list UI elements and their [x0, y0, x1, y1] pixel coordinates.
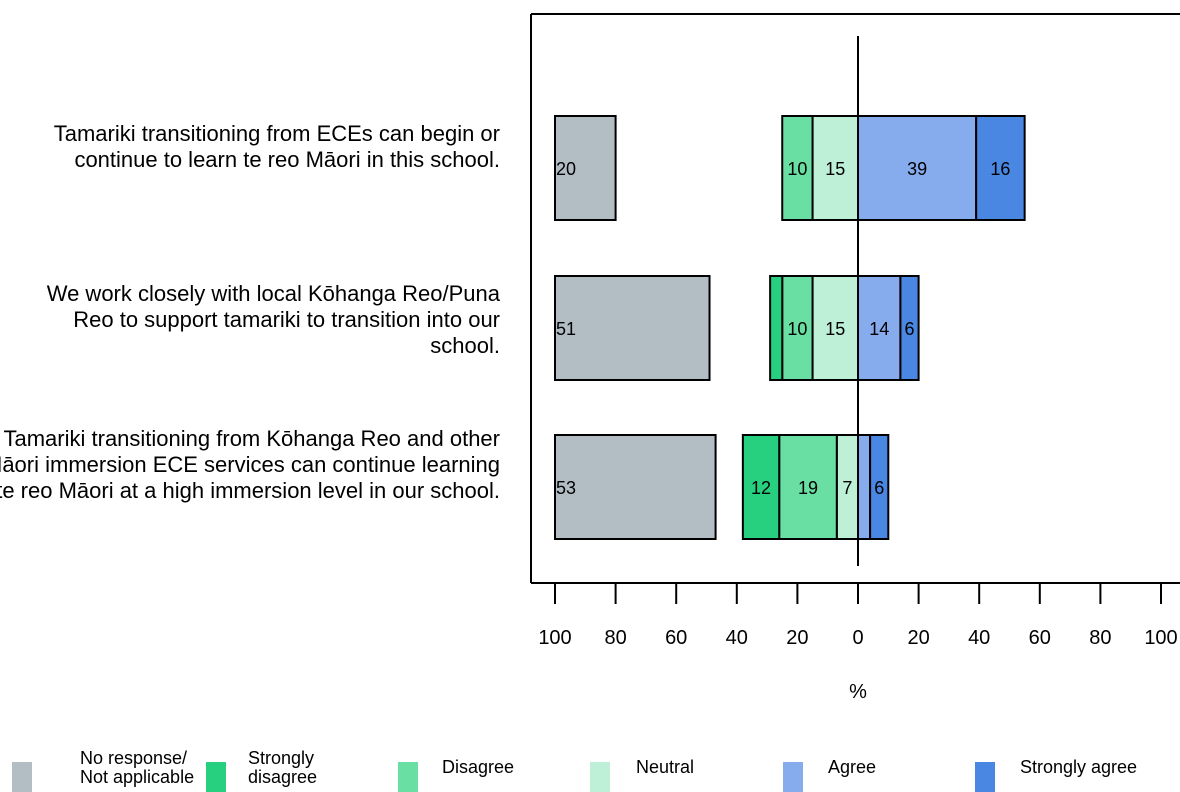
bar-label-1-series-4: 39: [907, 159, 927, 179]
bar-label-2-series-4: 14: [869, 319, 889, 339]
category-label-1: Tamariki transitioning from ECEs can beg…: [53, 121, 500, 172]
bar-2-no-response: [554, 275, 711, 381]
x-axis-label: %: [849, 681, 867, 703]
x-tick-label-0: 100: [538, 627, 571, 649]
bar-3-series-5: [869, 434, 890, 540]
bar-3-no-response: [554, 434, 717, 540]
bar-1-no-response: [554, 115, 617, 221]
bar-1-series-5: [975, 115, 1026, 221]
x-tick-label-5: 0: [852, 627, 863, 649]
x-tick-label-1: 80: [604, 627, 626, 649]
bar-label-2-series-2: 10: [787, 319, 807, 339]
x-tick-label-8: 60: [1029, 627, 1051, 649]
x-tick-label-9: 80: [1089, 627, 1111, 649]
bar-2-series-1: [769, 275, 784, 381]
bar-label-3-series-2: 19: [798, 478, 818, 498]
bar-2-series-2: [781, 275, 814, 381]
bar-1-series-2: [781, 115, 814, 221]
category-label-3: Tamariki transitioning from Kōhanga Reo …: [0, 426, 500, 503]
bar-label-3-no-response: 53: [556, 478, 576, 498]
x-tick-label-7: 40: [968, 627, 990, 649]
bar-2-series-3: [811, 275, 859, 381]
bar-1-series-3: [811, 115, 859, 221]
x-tick-label-10: 100: [1144, 627, 1177, 649]
bar-label-3-series-3: 7: [842, 478, 852, 498]
bar-2-series-5: [899, 275, 920, 381]
x-tick-label-4: 20: [786, 627, 808, 649]
bar-label-1-series-5: 16: [990, 159, 1010, 179]
bar-label-3-series-5: 6: [874, 478, 884, 498]
bar-1-series-4: [857, 115, 978, 221]
bar-label-1-series-2: 10: [787, 159, 807, 179]
x-tick-label-3: 40: [726, 627, 748, 649]
bar-label-2-no-response: 51: [556, 319, 576, 339]
bar-label-3-series-1: 12: [751, 478, 771, 498]
bar-label-1-no-response: 20: [556, 159, 576, 179]
bar-3-series-4: [857, 434, 872, 540]
x-tick-label-2: 60: [665, 627, 687, 649]
bar-label-2-series-5: 6: [905, 319, 915, 339]
bar-label-1-series-3: 15: [825, 159, 845, 179]
x-tick-label-6: 20: [907, 627, 929, 649]
category-label-2: We work closely with local Kōhanga Reo/P…: [46, 281, 500, 358]
bar-label-2-series-3: 15: [825, 319, 845, 339]
bar-3-series-1: [741, 434, 781, 540]
